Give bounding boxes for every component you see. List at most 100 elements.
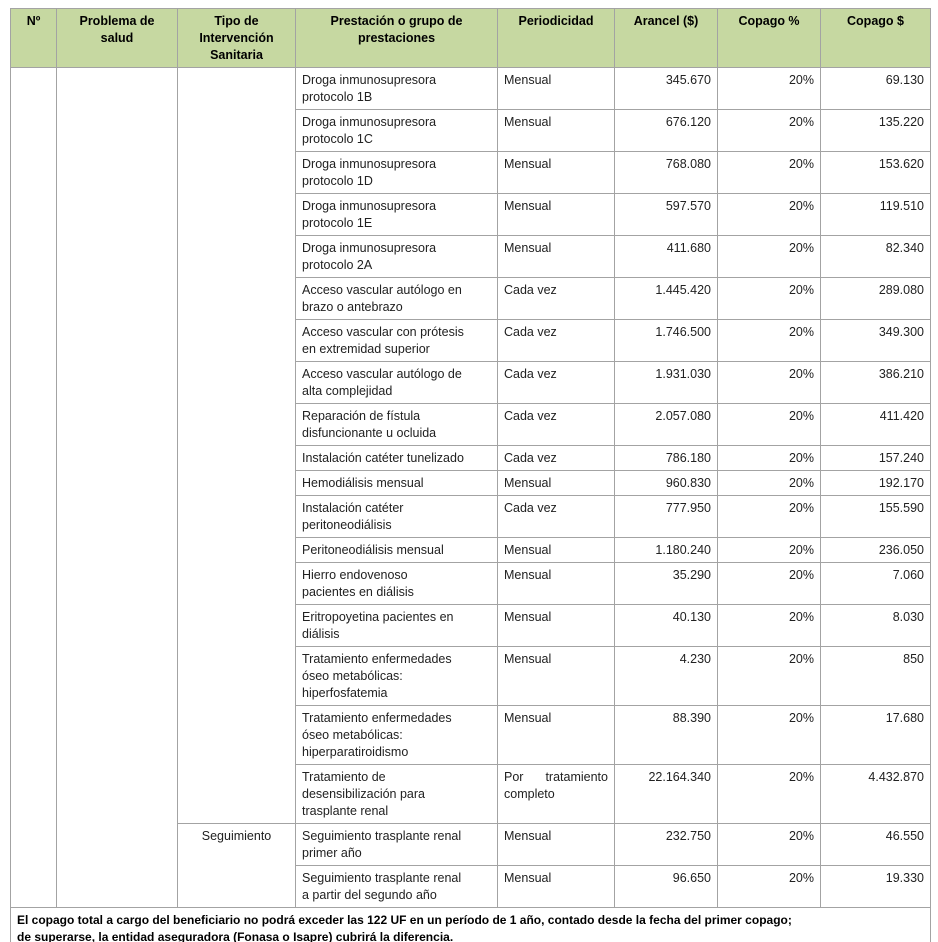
prestacion-cell: Eritropoyetina pacientes en diálisis xyxy=(295,604,498,647)
table-row: Tratamiento de desensibilización para tr… xyxy=(11,764,931,824)
periodicidad-cell: Cada vez xyxy=(497,495,615,538)
copago-cell: 153.620 xyxy=(820,151,931,194)
prestacion-cell: Seguimiento trasplante renal primer año xyxy=(295,823,498,866)
column-header-copago: Copago $ xyxy=(820,8,931,68)
copago_pct-cell: 20% xyxy=(717,403,821,446)
prestacion-cell: Hierro endovenoso pacientes en diálisis xyxy=(295,562,498,605)
periodicidad-cell: Mensual xyxy=(497,562,615,605)
copago_pct-cell: 20% xyxy=(717,277,821,320)
copago_pct-cell: 20% xyxy=(717,193,821,236)
benefits-table: Nº Problema de salud Tipo de Intervención … xyxy=(10,8,931,942)
copago_pct-cell: 20% xyxy=(717,361,821,404)
prestacion-cell: Instalación catéter tunelizado xyxy=(295,445,498,471)
table-row: Peritoneodiálisis mensual Mensual 1.180.24… xyxy=(11,537,931,563)
copago_pct-cell: 20% xyxy=(717,151,821,194)
prestacion-cell: Droga inmunosupresora protocolo 1B xyxy=(295,67,498,110)
table-body: Droga inmunosupresora protocolo 1B Mensua… xyxy=(10,67,931,908)
copago_pct-cell: 20% xyxy=(717,537,821,563)
periodicidad-cell: Cada vez xyxy=(497,319,615,362)
table-row: Seguimiento trasplante renal a partir de… xyxy=(11,865,931,908)
prestacion-cell: Tratamiento de desensibilización para tr… xyxy=(295,764,498,824)
periodicidad-cell: Cada vez xyxy=(497,403,615,446)
periodicidad-cell: Por tratamiento completo xyxy=(497,764,615,824)
arancel-cell: 597.570 xyxy=(614,193,718,236)
periodicidad-cell: Cada vez xyxy=(497,277,615,320)
copago-cell: 7.060 xyxy=(820,562,931,605)
copago-cell: 386.210 xyxy=(820,361,931,404)
column-header-numero: Nº xyxy=(10,8,57,68)
arancel-cell: 960.830 xyxy=(614,470,718,496)
table-row: Tratamiento enfermedades óseo metabólica… xyxy=(11,646,931,706)
copago_pct-cell: 20% xyxy=(717,445,821,471)
prestacion-cell: Tratamiento enfermedades óseo metabólica… xyxy=(295,705,498,765)
copago-cell: 8.030 xyxy=(820,604,931,647)
copago-cell: 236.050 xyxy=(820,537,931,563)
arancel-cell: 676.120 xyxy=(614,109,718,152)
copago_pct-cell: 20% xyxy=(717,495,821,538)
header-row: Nº Problema de salud Tipo de Intervención … xyxy=(10,8,931,68)
column-header-arancel: Arancel ($) xyxy=(614,8,718,68)
copago_pct-cell: 20% xyxy=(717,764,821,824)
periodicidad-cell: Mensual xyxy=(497,470,615,496)
arancel-cell: 2.057.080 xyxy=(614,403,718,446)
arancel-cell: 1.445.420 xyxy=(614,277,718,320)
copago-cell: 289.080 xyxy=(820,277,931,320)
periodicidad-cell: Mensual xyxy=(497,235,615,278)
periodicidad-cell: Cada vez xyxy=(497,361,615,404)
copago_pct-cell: 20% xyxy=(717,604,821,647)
periodicidad-cell: Mensual xyxy=(497,865,615,908)
arancel-cell: 40.130 xyxy=(614,604,718,647)
copago_pct-cell: 20% xyxy=(717,823,821,866)
arancel-cell: 96.650 xyxy=(614,865,718,908)
copago-cell: 157.240 xyxy=(820,445,931,471)
periodicidad-cell: Cada vez xyxy=(497,445,615,471)
copago-cell: 69.130 xyxy=(820,67,931,110)
table-row: Seguimiento Seguimiento trasplante renal … xyxy=(11,823,931,908)
arancel-cell: 768.080 xyxy=(614,151,718,194)
arancel-cell: 35.290 xyxy=(614,562,718,605)
prestacion-cell: Acceso vascular autólogo de alta complej… xyxy=(295,361,498,404)
tipo-cell xyxy=(177,67,296,824)
arancel-cell: 4.230 xyxy=(614,646,718,706)
periodicidad-cell: Mensual xyxy=(497,705,615,765)
arancel-cell: 1.180.240 xyxy=(614,537,718,563)
column-header-tipo: Tipo de Intervención Sanitaria xyxy=(177,8,296,68)
table-row: Eritropoyetina pacientes en diálisis Mens… xyxy=(11,604,931,647)
copago-cell: 4.432.870 xyxy=(820,764,931,824)
periodicidad-cell: Mensual xyxy=(497,67,615,110)
arancel-cell: 88.390 xyxy=(614,705,718,765)
numero-cell xyxy=(10,67,57,908)
prestacion-cell: Droga inmunosupresora protocolo 1C xyxy=(295,109,498,152)
copago_pct-cell: 20% xyxy=(717,705,821,765)
periodicidad-cell: Mensual xyxy=(497,646,615,706)
copago-cell: 192.170 xyxy=(820,470,931,496)
periodicidad-cell: Mensual xyxy=(497,537,615,563)
copago-cell: 411.420 xyxy=(820,403,931,446)
copago_pct-cell: 20% xyxy=(717,470,821,496)
footer-row: El copago total a cargo del beneficiario… xyxy=(10,907,931,942)
table-row: Droga inmunosupresora protocolo 1E Mensua… xyxy=(11,193,931,236)
copago_pct-cell: 20% xyxy=(717,67,821,110)
prestacion-cell: Reparación de fístula disfuncionante u o… xyxy=(295,403,498,446)
column-header-prestacion: Prestación o grupo de prestaciones xyxy=(295,8,498,68)
prestacion-cell: Peritoneodiálisis mensual xyxy=(295,537,498,563)
copago-cell: 135.220 xyxy=(820,109,931,152)
prestacion-cell: Acceso vascular autólogo en brazo o ante… xyxy=(295,277,498,320)
table-row: Reparación de fístula disfuncionante u o… xyxy=(11,403,931,446)
arancel-cell: 232.750 xyxy=(614,823,718,866)
copago-cell: 17.680 xyxy=(820,705,931,765)
column-header-periodicidad: Periodicidad xyxy=(497,8,615,68)
copago-cell: 46.550 xyxy=(820,823,931,866)
prestacion-cell: Tratamiento enfermedades óseo metabólica… xyxy=(295,646,498,706)
periodicidad-cell: Mensual xyxy=(497,193,615,236)
copago_pct-cell: 20% xyxy=(717,646,821,706)
copago-limit-note: El copago total a cargo del beneficiario… xyxy=(10,907,931,942)
arancel-cell: 1.931.030 xyxy=(614,361,718,404)
arancel-cell: 786.180 xyxy=(614,445,718,471)
table-row: Droga inmunosupresora protocolo 1B Mensua… xyxy=(10,67,931,908)
tipo-cell: Seguimiento xyxy=(177,823,296,908)
prestacion-cell: Acceso vascular con prótesis en extremid… xyxy=(295,319,498,362)
arancel-cell: 345.670 xyxy=(614,67,718,110)
prestacion-cell: Droga inmunosupresora protocolo 1E xyxy=(295,193,498,236)
